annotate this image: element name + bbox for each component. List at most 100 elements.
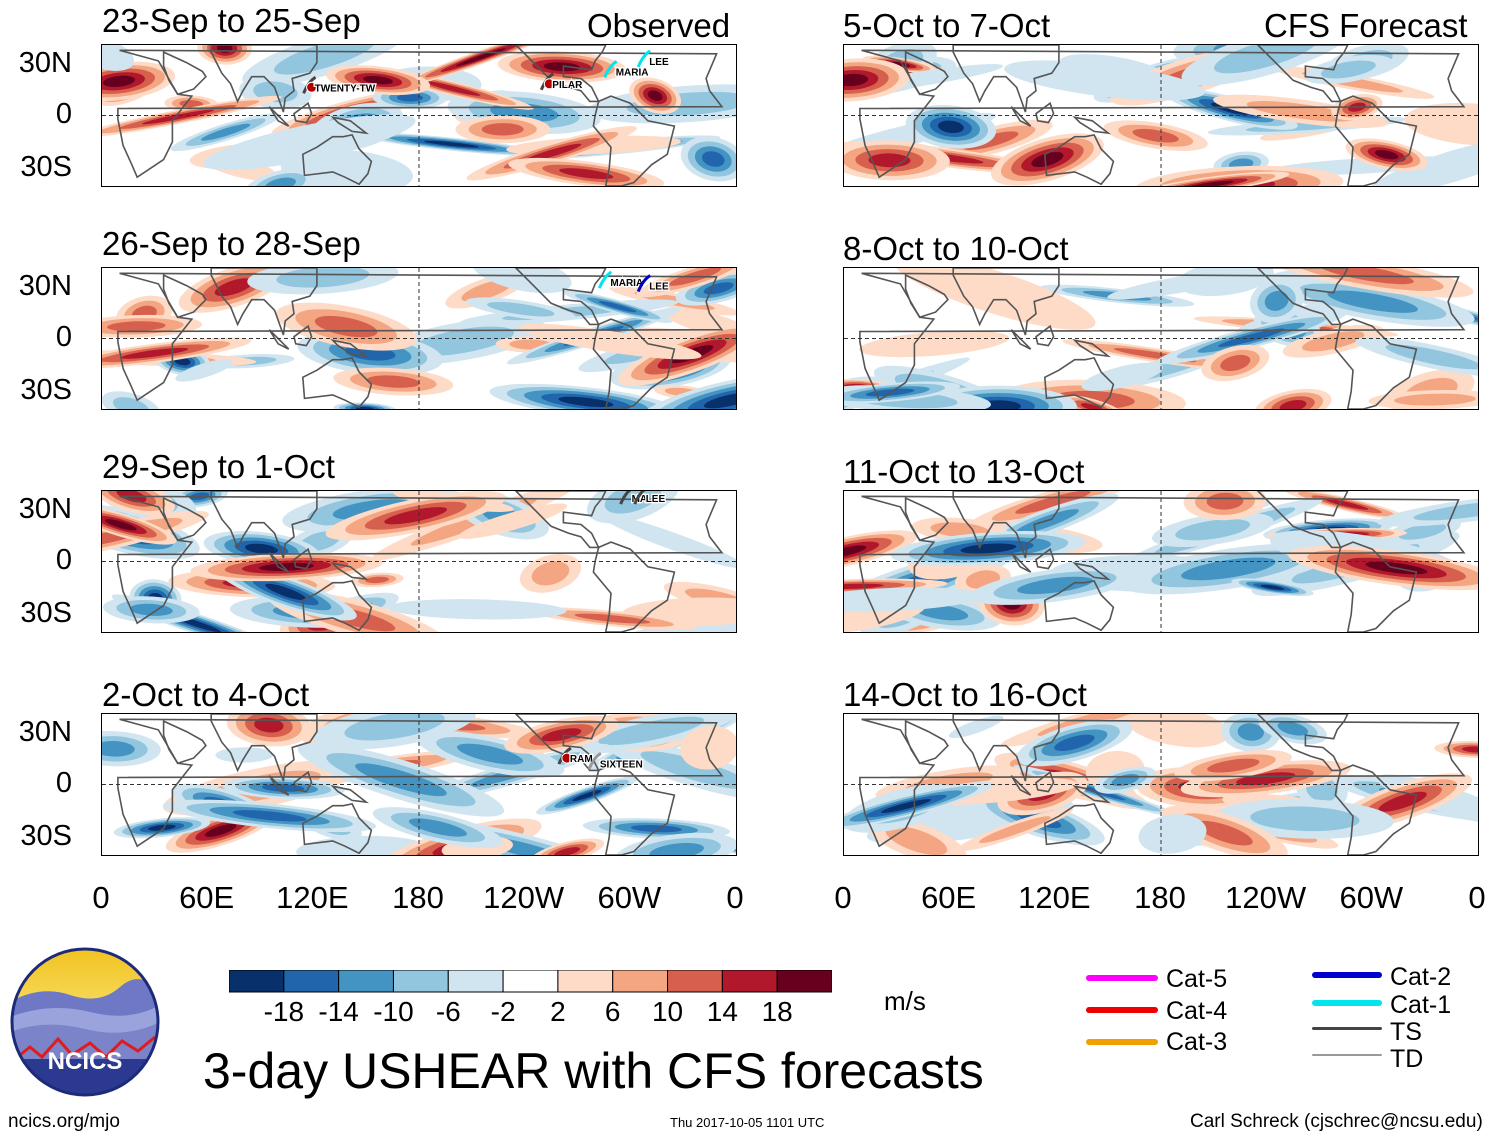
shear-contour xyxy=(1404,102,1478,146)
shear-contour xyxy=(232,810,307,822)
latitude-label: 30S xyxy=(20,820,72,852)
shear-contour xyxy=(458,503,568,539)
storm-name: RAM xyxy=(570,754,593,765)
legend-label: TS xyxy=(1390,1018,1422,1046)
longitude-label: 0 xyxy=(834,880,852,915)
shear-contour xyxy=(205,823,237,837)
colorbar-segment xyxy=(502,970,559,993)
shear-contour xyxy=(1378,791,1427,812)
shear-contour xyxy=(487,301,555,317)
shear-contour xyxy=(461,279,513,302)
storm-name: LEE xyxy=(649,57,669,68)
longitude-label: 60W xyxy=(1339,880,1404,915)
shear-contour xyxy=(1206,492,1244,510)
main-title: 3-day USHEAR with CFS forecasts xyxy=(203,1043,984,1099)
colorbar-segment xyxy=(776,970,832,993)
coastline xyxy=(904,496,949,542)
shear-contour xyxy=(979,816,1051,843)
shear-contour xyxy=(1014,509,1079,535)
ncics-logo: NCICS xyxy=(10,947,160,1097)
storm-marker xyxy=(561,752,573,764)
colorbar-tick-label: -2 xyxy=(490,996,516,1027)
coastline xyxy=(330,785,369,804)
legend-swatch xyxy=(1312,1054,1382,1056)
shear-contour xyxy=(680,725,736,770)
shear-contour xyxy=(649,842,704,855)
legend-swatch xyxy=(1312,1027,1382,1030)
storm-track xyxy=(633,491,646,505)
shear-contour xyxy=(559,168,614,180)
shear-contour xyxy=(600,513,736,569)
longitude-label: 0 xyxy=(92,880,110,915)
legend-swatch xyxy=(1086,1007,1158,1013)
coastline xyxy=(162,273,207,319)
coastline xyxy=(268,775,290,796)
legend-swatch xyxy=(1086,975,1158,981)
shear-contour xyxy=(201,123,251,141)
units-label: m/s xyxy=(884,986,926,1016)
legend-label: Cat-4 xyxy=(1166,997,1228,1025)
legend-swatch xyxy=(1312,972,1382,978)
panel-title: 23-Sep to 25-Sep xyxy=(102,2,361,39)
shear-map xyxy=(843,267,1479,410)
coastline xyxy=(514,491,607,549)
colorbar-tick-label: -14 xyxy=(318,996,359,1027)
coastline xyxy=(293,547,313,570)
shear-contour xyxy=(598,716,705,746)
shear-contour xyxy=(265,583,306,601)
coastline xyxy=(1010,775,1032,796)
logo-text: NCICS xyxy=(48,1048,123,1075)
latitude-label: 30S xyxy=(20,374,72,406)
shear-contour xyxy=(102,75,136,87)
latitude-label: 30S xyxy=(20,151,72,183)
shear-contour xyxy=(365,576,389,584)
observed-label: Observed xyxy=(587,7,731,44)
coastline xyxy=(301,133,373,186)
legend-swatch xyxy=(1086,1039,1158,1045)
coastline xyxy=(1334,95,1418,186)
shear-contour xyxy=(1081,362,1164,391)
longitude-label: 60E xyxy=(179,880,235,915)
coastline xyxy=(210,491,318,559)
shear-contour xyxy=(1260,584,1285,590)
shear-contour xyxy=(1302,331,1365,352)
shear-contour xyxy=(1368,137,1478,186)
storm-track xyxy=(619,491,632,505)
longitude-label: 120W xyxy=(1225,880,1307,915)
panel-title: 14-Oct to 16-Oct xyxy=(843,676,1087,713)
coastline xyxy=(1043,356,1115,409)
shear-field xyxy=(844,491,1478,632)
shear-contour xyxy=(203,114,416,171)
shear-contour xyxy=(1394,393,1476,406)
shear-contour xyxy=(120,347,189,359)
shear-contour xyxy=(598,301,637,313)
shear-contour xyxy=(397,93,423,102)
shear-contour xyxy=(703,392,736,409)
latitude-label: 0 xyxy=(55,767,72,799)
colorbar-segment xyxy=(283,970,340,993)
shear-contour xyxy=(244,543,279,554)
storm-marker xyxy=(306,81,318,93)
longitude-label: 180 xyxy=(392,880,444,915)
coastline xyxy=(514,714,607,772)
coastline xyxy=(1010,329,1032,350)
shear-contour xyxy=(456,743,524,765)
shear-contour xyxy=(844,587,983,612)
shear-field xyxy=(844,45,1478,186)
coastline xyxy=(514,268,607,326)
panel-title: 29-Sep to 1-Oct xyxy=(102,448,335,485)
shear-contour xyxy=(481,123,524,136)
colorbar-tick-label: 6 xyxy=(604,996,621,1027)
colorbar-tick-label: 14 xyxy=(706,996,738,1027)
latitude-label: 0 xyxy=(55,321,72,353)
shear-contour xyxy=(363,75,393,85)
coastline xyxy=(301,356,373,409)
shear-contour xyxy=(1015,491,1091,514)
latitude-label: 30N xyxy=(18,716,72,748)
storm-name: LEE xyxy=(646,494,666,505)
coastline xyxy=(1256,45,1349,103)
shear-contour xyxy=(554,847,581,855)
shear-contour xyxy=(1189,180,1234,186)
shear-contour xyxy=(1132,128,1179,143)
